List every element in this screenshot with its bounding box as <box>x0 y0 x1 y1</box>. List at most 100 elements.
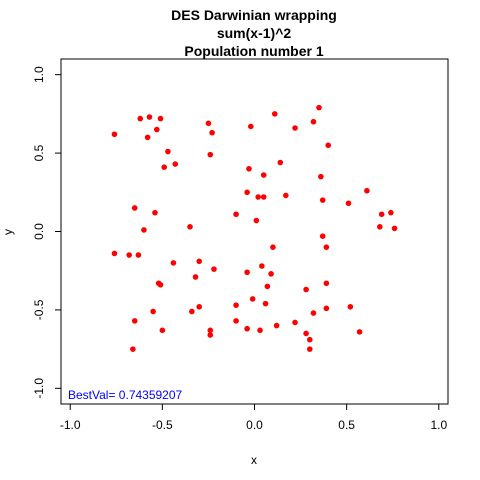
chart-title-line-3: Population number 1 <box>184 43 323 59</box>
data-point <box>277 159 284 166</box>
data-point <box>325 142 332 149</box>
data-point <box>131 205 138 211</box>
best-value-annotation: BestVal= 0.74359207 <box>68 388 183 402</box>
data-point <box>205 120 212 127</box>
data-point <box>345 200 352 207</box>
data-point <box>172 161 179 167</box>
data-point <box>364 187 370 194</box>
data-point <box>268 271 274 277</box>
data-point <box>233 211 239 218</box>
data-point <box>154 126 160 133</box>
data-point <box>126 252 132 258</box>
data-point <box>378 211 385 218</box>
data-point <box>141 227 147 233</box>
data-point <box>244 269 250 276</box>
data-point <box>131 318 138 324</box>
data-point <box>144 134 151 141</box>
data-point <box>248 123 254 130</box>
data-point <box>249 296 256 302</box>
data-point <box>244 325 250 332</box>
x-tick-label: 1.0 <box>430 418 447 432</box>
data-point <box>159 327 166 334</box>
data-point <box>246 165 252 172</box>
data-point <box>391 225 398 232</box>
data-point <box>170 260 177 266</box>
data-point <box>303 330 309 337</box>
data-point <box>377 223 383 230</box>
data-point <box>306 336 313 343</box>
data-point <box>323 280 330 287</box>
data-point <box>165 148 171 155</box>
x-axis-label: x <box>251 453 257 467</box>
data-point <box>260 172 267 178</box>
data-point <box>207 332 214 338</box>
data-point <box>196 258 203 265</box>
data-point <box>323 305 330 312</box>
data-point <box>192 274 199 280</box>
chart-title-line-1: DES Darwinian wrapping <box>171 7 337 23</box>
data-point <box>259 263 265 269</box>
y-axis: -1.0 -0.5 0.0 0.5 1.0 <box>32 66 62 399</box>
plot-area-frame <box>60 58 449 405</box>
data-point <box>319 197 326 203</box>
data-point <box>233 318 239 324</box>
data-point <box>292 319 298 326</box>
data-point <box>146 114 153 120</box>
x-tick-label: -1.0 <box>60 418 81 432</box>
data-point <box>318 173 324 180</box>
data-point <box>233 302 239 309</box>
data-point <box>262 300 269 307</box>
x-tick-label: -0.5 <box>152 418 173 432</box>
data-point <box>207 151 214 158</box>
data-point <box>152 209 158 216</box>
data-point <box>255 194 261 200</box>
data-point <box>111 131 118 138</box>
data-point <box>303 286 309 293</box>
x-tick-label: 0.5 <box>338 418 355 432</box>
y-tick-label: -1.0 <box>32 378 46 399</box>
y-axis-label: y <box>1 229 15 235</box>
y-tick-label: 1.0 <box>32 66 46 83</box>
data-point <box>310 118 317 125</box>
y-tick-label: 0.0 <box>32 223 46 240</box>
data-point <box>257 327 263 334</box>
data-point <box>157 115 164 122</box>
data-point <box>271 111 278 117</box>
data-point <box>270 244 276 250</box>
data-point <box>207 327 214 334</box>
y-tick-label: 0.5 <box>32 144 46 161</box>
data-point <box>150 308 156 315</box>
y-tick-label: -0.5 <box>32 299 46 320</box>
data-point <box>211 266 217 272</box>
data-point <box>264 283 271 290</box>
data-point <box>319 233 326 240</box>
data-point <box>283 192 289 199</box>
data-point <box>310 310 317 316</box>
data-point <box>316 104 322 111</box>
data-point <box>135 252 142 258</box>
x-tick-label: 0.0 <box>246 418 263 432</box>
data-point <box>196 303 203 310</box>
x-axis: -1.0 -0.5 0.0 0.5 1.0 <box>60 403 447 432</box>
data-point <box>323 244 330 250</box>
data-point <box>356 329 363 335</box>
data-point <box>273 322 280 329</box>
data-point <box>130 346 136 352</box>
data-point <box>306 346 313 352</box>
data-point <box>155 280 162 287</box>
data-point <box>347 303 354 310</box>
data-point <box>161 164 167 171</box>
data-point <box>253 217 260 224</box>
data-point <box>292 125 298 131</box>
data-point <box>111 250 118 257</box>
data-points <box>111 104 398 352</box>
data-point <box>137 115 144 122</box>
data-point <box>187 223 193 230</box>
data-point <box>388 209 394 216</box>
data-point <box>244 189 250 196</box>
data-point <box>209 129 215 136</box>
data-point <box>189 308 195 315</box>
data-point <box>260 194 267 200</box>
chart-title-line-2: sum(x-1)^2 <box>217 25 292 41</box>
